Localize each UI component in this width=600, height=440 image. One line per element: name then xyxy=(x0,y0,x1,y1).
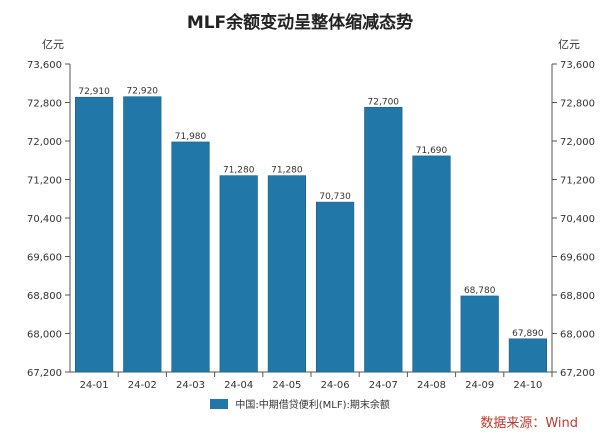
bar-value-label: 71,980 xyxy=(175,132,207,142)
bar xyxy=(123,96,162,373)
legend-label: 中国:中期借贷便利(MLF):期末余额 xyxy=(235,400,390,411)
right-y-tick-label: 67,200 xyxy=(560,368,595,379)
bar-value-label: 72,920 xyxy=(127,87,159,97)
bar xyxy=(412,155,451,373)
left-y-tick-label: 69,600 xyxy=(27,253,62,264)
x-tick-label: 24-05 xyxy=(272,380,301,391)
bar-value-label: 70,730 xyxy=(319,192,351,202)
left-y-tick-label: 73,600 xyxy=(27,60,62,71)
bar xyxy=(460,295,499,373)
bar xyxy=(508,338,547,373)
bar-value-label: 71,280 xyxy=(223,166,255,176)
right-y-tick-label: 68,000 xyxy=(560,330,595,341)
left-y-tick-label: 72,800 xyxy=(27,99,62,110)
x-tick-label: 24-04 xyxy=(224,380,253,391)
x-tick-label: 24-07 xyxy=(369,380,398,391)
bar-value-label: 72,700 xyxy=(368,97,400,107)
bar xyxy=(75,96,114,373)
left-y-tick-label: 68,800 xyxy=(27,291,62,302)
x-tick-label: 24-10 xyxy=(513,380,542,391)
left-y-tick-label: 71,200 xyxy=(27,176,62,187)
right-axis-unit: 亿元 xyxy=(558,38,580,51)
right-y-tick-label: 68,800 xyxy=(560,291,595,302)
right-y-tick-label: 70,400 xyxy=(560,214,595,225)
right-y-tick-label: 69,600 xyxy=(560,253,595,264)
left-y-tick-label: 68,000 xyxy=(27,330,62,341)
x-tick-label: 24-08 xyxy=(417,380,446,391)
x-tick-label: 24-03 xyxy=(176,380,205,391)
bar xyxy=(171,141,210,373)
source-note: 数据来源：Wind xyxy=(480,416,578,431)
bar-value-label: 72,910 xyxy=(78,87,110,97)
left-y-tick-label: 67,200 xyxy=(27,368,62,379)
right-y-tick-label: 71,200 xyxy=(560,176,595,187)
left-y-tick-label: 72,000 xyxy=(27,137,62,148)
x-tick-label: 24-09 xyxy=(465,380,494,391)
bar-value-label: 67,890 xyxy=(512,329,544,339)
bar-value-label: 71,280 xyxy=(271,166,303,176)
bar xyxy=(316,201,355,373)
bar xyxy=(219,175,258,373)
bar-value-label: 68,780 xyxy=(464,286,496,296)
right-y-tick-label: 72,000 xyxy=(560,137,595,148)
left-y-tick-label: 70,400 xyxy=(27,214,62,225)
x-tick-label: 24-02 xyxy=(128,380,157,391)
right-y-tick-label: 73,600 xyxy=(560,60,595,71)
legend: 中国:中期借贷便利(MLF):期末余额 xyxy=(0,396,600,411)
right-y-tick-label: 72,800 xyxy=(560,99,595,110)
x-tick-label: 24-01 xyxy=(80,380,109,391)
legend-swatch xyxy=(210,398,229,409)
left-axis-unit: 亿元 xyxy=(42,38,64,51)
bar-value-label: 71,690 xyxy=(416,146,448,156)
bar xyxy=(267,175,306,373)
x-tick-label: 24-06 xyxy=(321,380,350,391)
bar xyxy=(364,107,403,373)
chart-title: MLF余额变动呈整体缩减态势 xyxy=(186,13,414,33)
